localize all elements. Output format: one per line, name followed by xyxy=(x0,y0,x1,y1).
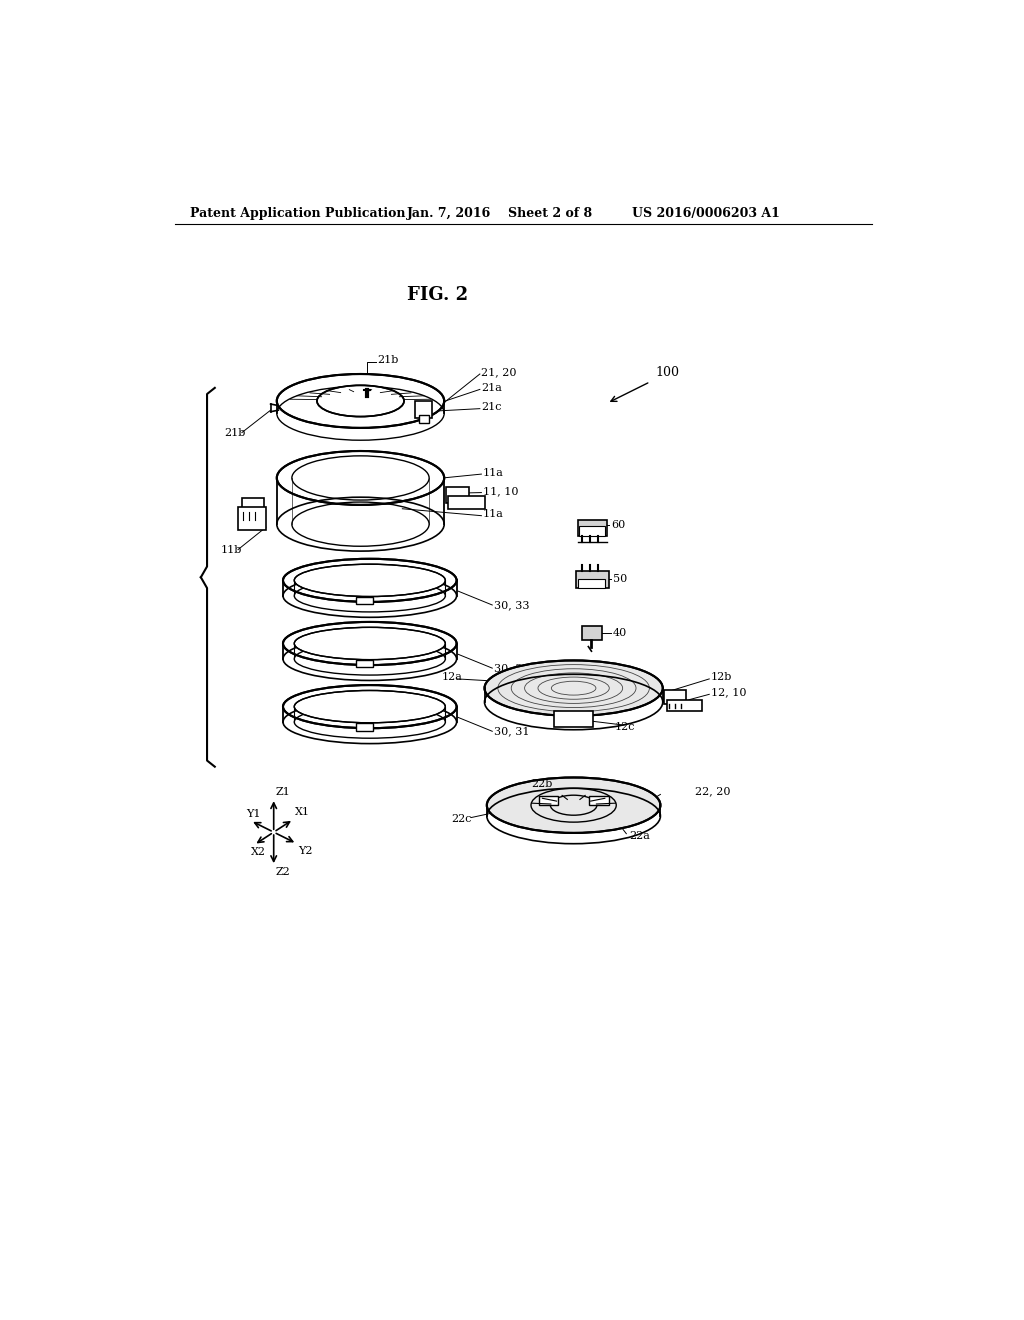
Text: 40: 40 xyxy=(613,628,628,638)
Text: 22b: 22b xyxy=(531,779,552,788)
Ellipse shape xyxy=(486,777,660,833)
Text: 12, 10: 12, 10 xyxy=(711,686,746,697)
Text: Z2: Z2 xyxy=(276,867,291,878)
FancyBboxPatch shape xyxy=(554,711,593,726)
FancyBboxPatch shape xyxy=(578,579,605,589)
Text: 22a: 22a xyxy=(630,832,650,841)
FancyBboxPatch shape xyxy=(238,507,266,531)
Text: 11, 10: 11, 10 xyxy=(483,486,518,496)
Text: 21a: 21a xyxy=(481,383,503,393)
Ellipse shape xyxy=(484,660,663,715)
FancyBboxPatch shape xyxy=(356,597,373,605)
Text: 50: 50 xyxy=(613,574,628,583)
Text: Y1: Y1 xyxy=(246,809,260,818)
FancyBboxPatch shape xyxy=(579,525,605,536)
Text: 11a: 11a xyxy=(483,467,504,478)
Text: 12a: 12a xyxy=(442,672,463,681)
FancyBboxPatch shape xyxy=(589,796,608,805)
FancyBboxPatch shape xyxy=(356,660,373,668)
Text: 12b: 12b xyxy=(711,672,732,681)
FancyBboxPatch shape xyxy=(667,700,701,711)
Text: X1: X1 xyxy=(295,807,310,817)
Text: 12c: 12c xyxy=(614,722,635,731)
Text: 100: 100 xyxy=(655,366,679,379)
FancyBboxPatch shape xyxy=(575,572,608,589)
Text: 21c: 21c xyxy=(481,403,502,412)
FancyBboxPatch shape xyxy=(578,520,607,536)
FancyBboxPatch shape xyxy=(449,496,485,508)
Text: Jan. 7, 2016: Jan. 7, 2016 xyxy=(407,207,492,220)
Text: 30, 33: 30, 33 xyxy=(494,601,529,610)
Text: X2: X2 xyxy=(251,847,265,858)
FancyBboxPatch shape xyxy=(419,414,429,422)
Ellipse shape xyxy=(283,622,457,665)
FancyBboxPatch shape xyxy=(583,626,602,640)
Text: Y2: Y2 xyxy=(298,846,312,857)
Text: 60: 60 xyxy=(611,520,626,529)
Text: Z1: Z1 xyxy=(276,787,291,797)
Text: 22c: 22c xyxy=(452,814,472,824)
FancyBboxPatch shape xyxy=(415,401,432,418)
FancyBboxPatch shape xyxy=(242,498,263,516)
Ellipse shape xyxy=(283,685,457,729)
Ellipse shape xyxy=(276,374,444,428)
Text: US 2016/0006203 A1: US 2016/0006203 A1 xyxy=(632,207,779,220)
Text: 30, 31: 30, 31 xyxy=(494,726,529,737)
Text: 21, 20: 21, 20 xyxy=(481,367,517,378)
Ellipse shape xyxy=(283,558,457,602)
FancyBboxPatch shape xyxy=(445,487,469,503)
Text: 30, 32: 30, 32 xyxy=(494,663,529,673)
Text: Sheet 2 of 8: Sheet 2 of 8 xyxy=(508,207,592,220)
FancyBboxPatch shape xyxy=(356,723,373,730)
Text: 21b: 21b xyxy=(224,428,246,437)
Text: 11b: 11b xyxy=(221,545,243,554)
Ellipse shape xyxy=(294,690,445,723)
Text: 22, 20: 22, 20 xyxy=(695,787,730,796)
Text: 21b: 21b xyxy=(378,355,399,366)
Ellipse shape xyxy=(294,627,445,660)
FancyBboxPatch shape xyxy=(539,796,558,805)
Ellipse shape xyxy=(294,564,445,597)
FancyBboxPatch shape xyxy=(665,689,686,704)
Ellipse shape xyxy=(276,451,444,506)
Text: 11a: 11a xyxy=(483,510,504,519)
Ellipse shape xyxy=(317,385,404,417)
Text: Patent Application Publication: Patent Application Publication xyxy=(190,207,406,220)
Text: FIG. 2: FIG. 2 xyxy=(407,286,468,305)
